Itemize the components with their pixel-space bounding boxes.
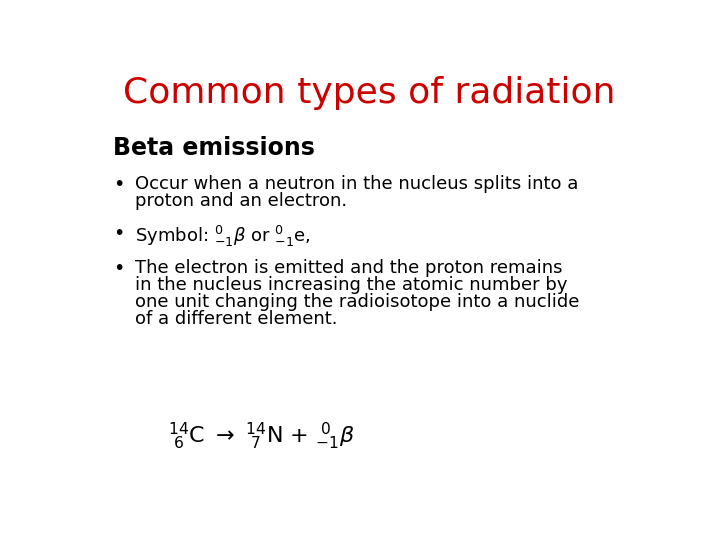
Text: Occur when a neutron in the nucleus splits into a: Occur when a neutron in the nucleus spli…: [135, 175, 578, 193]
Text: in the nucleus increasing the atomic number by: in the nucleus increasing the atomic num…: [135, 276, 567, 294]
Text: one unit changing the radioisotope into a nuclide: one unit changing the radioisotope into …: [135, 293, 580, 310]
Text: Symbol: $\mathregular{^0_{-1}}\beta$ or $\mathregular{^0_{-1}}$e,: Symbol: $\mathregular{^0_{-1}}\beta$ or …: [135, 224, 311, 249]
Text: •: •: [113, 224, 125, 243]
Text: The electron is emitted and the proton remains: The electron is emitted and the proton r…: [135, 259, 562, 277]
Text: Beta emissions: Beta emissions: [113, 136, 315, 160]
Text: •: •: [113, 259, 125, 278]
Text: •: •: [113, 175, 125, 194]
Text: Common types of radiation: Common types of radiation: [122, 76, 616, 110]
Text: of a different element.: of a different element.: [135, 309, 338, 328]
Text: $\mathregular{^{14}_{\ 6}}$C $\rightarrow$ $\mathregular{^{14}_{\ 7}}$N $+$ $\ma: $\mathregular{^{14}_{\ 6}}$C $\rightarro…: [168, 421, 354, 452]
Text: proton and an electron.: proton and an electron.: [135, 192, 347, 210]
